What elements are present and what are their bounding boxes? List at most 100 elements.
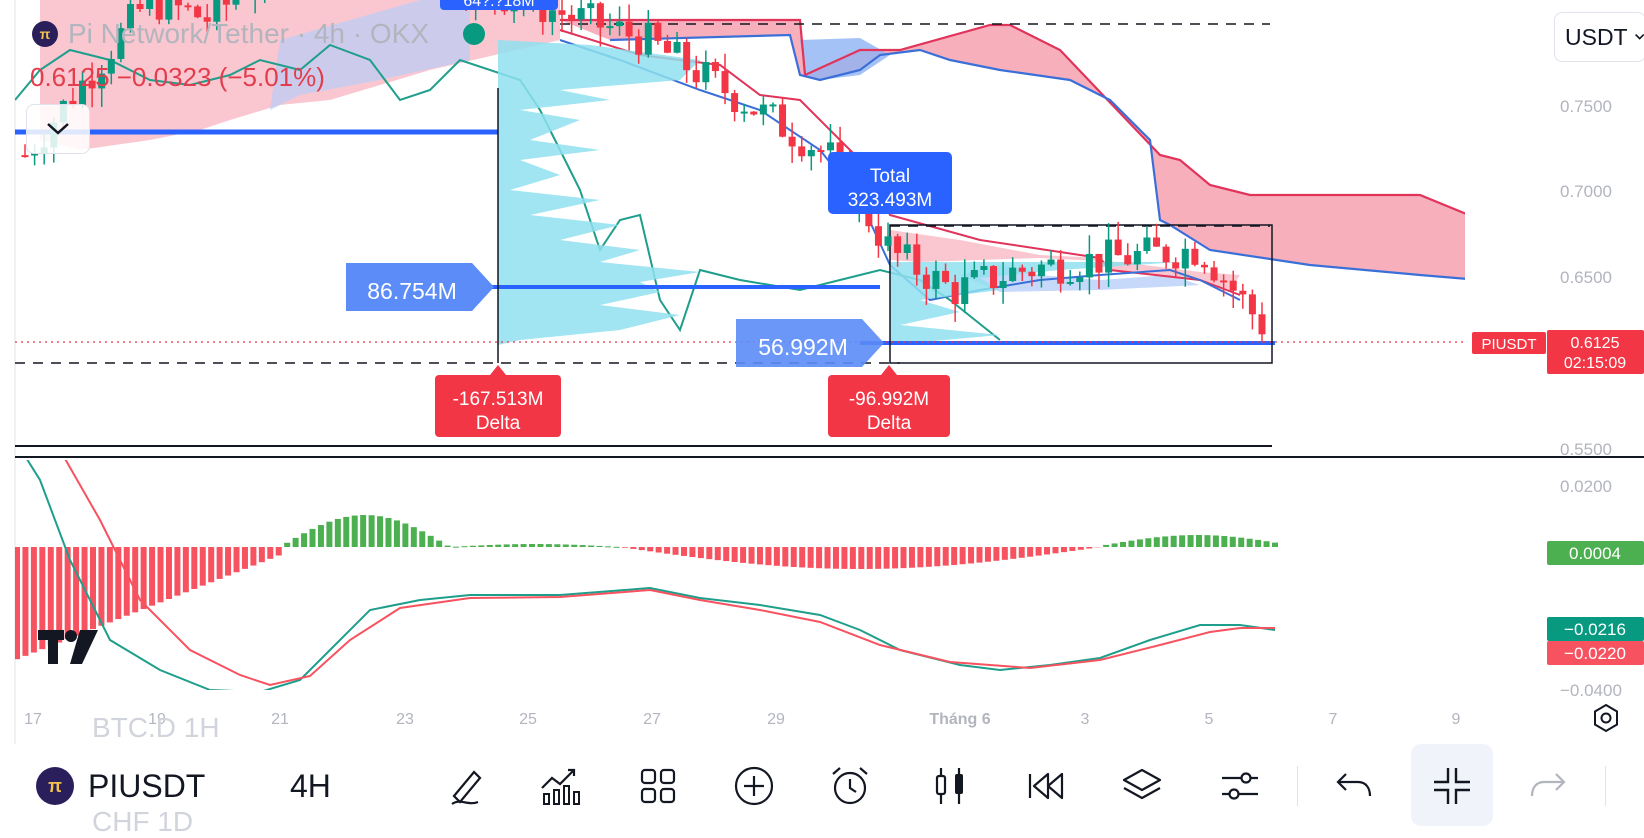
macd-hist-bar [132,547,138,612]
macd-hist-bar [1044,547,1050,554]
candle-body [1172,262,1179,268]
macd-hist-bar [512,544,518,547]
currency-selector[interactable]: USDT [1554,12,1644,62]
macd-hist-bar [732,547,738,562]
candle-body [635,36,642,54]
total-title: Total [870,166,910,187]
time-label: 29 [767,711,785,728]
macd-hist-bar [487,545,493,547]
pencil-icon[interactable] [440,760,492,812]
macd-hist-bar [740,547,746,563]
macd-hist-bar [242,547,248,569]
alarm-icon[interactable] [824,760,876,812]
candle-body [597,3,604,27]
macd-hist-bar [563,544,569,547]
macd-hist-bar [926,547,932,567]
macd-hist-bar [385,518,391,547]
candle-body [712,62,719,71]
candle-body [827,142,834,150]
candle-body [606,26,613,28]
candle-body [568,15,575,20]
macd-hist-bar [478,545,484,547]
candle-body [1201,265,1208,268]
delta-right-callout[interactable]: -96.992M Delta [828,365,950,437]
macd-hist-bar [1103,545,1109,547]
time-axis[interactable]: 17 19 21 23 25 27 29 Tháng 6 3 5 7 9 [24,711,1460,728]
total-value: 323.493M [848,190,933,211]
macd-hist-bar [428,536,434,547]
total-callout[interactable]: Total 323.493M [828,152,952,214]
macd-hist-bar [1162,536,1168,547]
vol-right-value: 56.992M [758,334,848,360]
pi-coin-icon: π [36,767,74,805]
macd-hist-bar [335,519,341,547]
price-chart[interactable]: 0.7500 0.7000 0.6500 0.5500 0.0200 −0.04… [0,0,1644,744]
indicators-icon[interactable] [534,760,586,812]
candle-body [1019,268,1026,272]
candle-body [885,236,892,245]
macd-hist-bar [504,544,510,547]
macd-hist-bar [630,547,636,549]
minimize-icon[interactable] [1426,760,1478,812]
macd-hist-bar [56,547,62,642]
macd-scale-label: −0.0400 [1560,681,1622,700]
candle-body [817,150,824,152]
candle-body [808,150,815,156]
macd-hist-bar [1061,547,1067,552]
macd-hist-bar [1255,540,1261,547]
candle-body [1076,277,1083,282]
candle-body [875,226,882,246]
price-scale-label: 0.6500 [1560,268,1612,287]
macd-hist-bar [124,547,130,616]
time-label: Tháng 6 [929,711,990,728]
macd-hist-bar [1213,535,1219,547]
candles-icon[interactable] [924,760,976,812]
macd-hist-bar [985,547,991,562]
undo-icon[interactable] [1328,760,1380,812]
sliders-icon[interactable] [1214,760,1266,812]
toolbar-symbol-button[interactable]: π PIUSDT [36,744,205,828]
candle-body [961,277,968,304]
macd-hist-bar [1078,547,1084,550]
time-label: 21 [271,711,289,728]
price-scale-label: 0.5500 [1560,440,1612,459]
candle-body [683,42,690,70]
candle-body [578,8,585,19]
delta-left-callout[interactable]: -167.513M Delta [435,365,561,437]
macd-hist-bar [1188,535,1194,547]
toolbar-interval-button[interactable]: 4H [290,744,331,828]
chart-legend-title[interactable]: π Pi Network/Tether · 4h · OKX [32,14,485,54]
macd-hist-bar [757,547,763,564]
macd-hist-bar [554,544,560,547]
macd-hist-bar [976,547,982,563]
replay-icon[interactable] [1020,760,1072,812]
redo-icon[interactable] [1522,760,1574,812]
grid-icon[interactable] [632,760,684,812]
candle-body [722,71,729,93]
macd-hist-bar [461,546,467,547]
macd-hist-bar [200,547,206,586]
candle-body [932,271,939,289]
vol-right-callout[interactable]: 56.992M [736,319,884,367]
candle-body [1124,255,1131,264]
candle-body [223,0,230,5]
price-scale[interactable]: 0.7500 0.7000 0.6500 0.5500 0.0200 −0.04… [1560,97,1622,700]
macd-hist-bar [968,547,974,563]
candle-body [1163,247,1170,263]
candle-body [1067,282,1074,284]
macd-hist-bar [1264,541,1270,547]
vol-left-callout[interactable]: 86.754M [346,263,494,311]
macd-hist-bar [453,547,459,548]
legend-collapse-button[interactable] [26,104,90,154]
macd-hist-bar [934,547,940,566]
candle-body [1182,249,1189,269]
macd-hist-bar [445,546,451,547]
macd-hist-bar [326,522,332,547]
delta-right-label: Delta [867,413,912,434]
macd-hist-bar [917,547,923,567]
macd-hist-bar [1027,547,1033,557]
chart-settings-icon[interactable] [1590,702,1622,734]
plus-circle-icon[interactable] [728,760,780,812]
macd-hist-bar [259,547,265,562]
layers-icon[interactable] [1116,760,1168,812]
